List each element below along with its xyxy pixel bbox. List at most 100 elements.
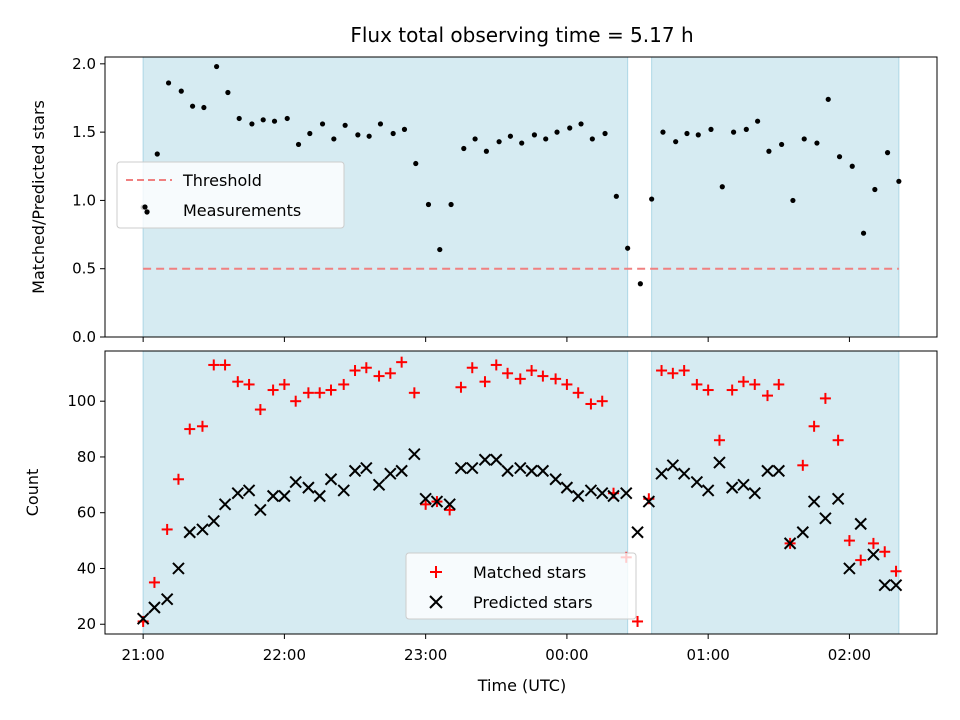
matched-star-point xyxy=(797,459,809,471)
predicted-star-point xyxy=(666,459,680,472)
matched-star-point xyxy=(691,378,703,390)
predicted-star-point xyxy=(748,486,761,500)
predicted-star-point xyxy=(266,489,280,503)
predicted-star-point xyxy=(796,526,810,539)
shaded-interval xyxy=(651,56,900,338)
predicted-star-point xyxy=(360,461,373,475)
predicted-star-point xyxy=(655,467,668,480)
y-tick-label: 0.0 xyxy=(72,328,96,346)
measurement-point xyxy=(483,148,489,154)
x-tick-label: 01:00 xyxy=(687,646,730,664)
measurement-point xyxy=(884,150,891,156)
top-panel: 0.00.51.01.52.0 Matched/Predicted stars … xyxy=(29,55,938,346)
measurement-point xyxy=(814,140,820,146)
matched-star-point xyxy=(208,359,220,371)
y-tick-label: 80 xyxy=(77,448,96,466)
predicted-star-point xyxy=(148,601,161,614)
measurement-point xyxy=(295,141,302,148)
top-y-axis-label: Matched/Predicted stars xyxy=(29,100,48,294)
measurement-point xyxy=(613,193,619,199)
matched-star-point xyxy=(890,565,902,577)
x-tick-label: 02:00 xyxy=(828,646,871,664)
matched-star-point xyxy=(749,378,761,390)
top-shaded-intervals xyxy=(142,56,900,338)
measurement-point xyxy=(849,163,855,169)
predicted-star-point xyxy=(136,612,150,625)
matched-star-point xyxy=(420,498,432,510)
predicted-star-point xyxy=(490,453,503,466)
top-legend: Threshold Measurements xyxy=(116,161,345,229)
measurement-point xyxy=(801,136,807,142)
matched-star-point xyxy=(843,535,855,547)
matched-star-point xyxy=(290,395,302,407)
matched-star-point xyxy=(302,387,314,399)
measurement-point xyxy=(730,129,737,135)
predicted-star-point xyxy=(183,526,196,539)
measurement-point xyxy=(625,245,631,251)
matched-star-point xyxy=(667,367,679,379)
y-tick-label: 20 xyxy=(77,615,96,633)
measurement-point xyxy=(448,201,454,208)
matched-star-point xyxy=(596,395,608,407)
y-tick-label: 100 xyxy=(67,392,96,410)
matched-star-point xyxy=(726,384,738,396)
measurement-point xyxy=(342,122,348,128)
star-count-points xyxy=(136,356,903,627)
measurement-point xyxy=(201,104,207,111)
predicted-star-point xyxy=(408,447,421,461)
measurement-point xyxy=(543,136,549,142)
measurement-point xyxy=(401,126,408,132)
predicted-star-point xyxy=(207,514,220,528)
matched-star-point xyxy=(148,576,160,588)
measurement-point xyxy=(154,151,160,157)
measurement-point xyxy=(766,148,772,154)
predicted-star-point xyxy=(572,489,585,503)
matched-star-point xyxy=(254,404,266,416)
bottom-x-axis: 21:00 22:00 23:00 00:00 01:00 02:00 xyxy=(122,634,871,664)
predicted-star-point xyxy=(337,484,350,497)
measurement-point xyxy=(165,80,172,86)
predicted-star-point xyxy=(478,453,492,466)
measurement-point xyxy=(719,184,725,190)
legend-measurements-swatch-2 xyxy=(144,209,150,215)
predicted-star-point xyxy=(242,484,256,497)
matched-star-point xyxy=(455,381,467,393)
matched-star-point xyxy=(879,546,891,558)
matched-star-point xyxy=(514,373,526,385)
measurement-point xyxy=(377,121,384,127)
measurement-point xyxy=(790,197,796,204)
x-tick-label: 23:00 xyxy=(404,646,447,664)
predicted-star-point xyxy=(713,456,726,469)
x-tick-label: 00:00 xyxy=(545,646,588,664)
matched-star-point xyxy=(537,370,549,382)
measurement-point xyxy=(578,121,584,127)
predicted-star-point xyxy=(854,517,867,531)
measurement-point xyxy=(673,139,679,145)
bottom-shaded-intervals xyxy=(142,350,900,635)
matched-star-point xyxy=(184,423,196,435)
bottom-legend-box xyxy=(405,552,637,620)
shaded-interval xyxy=(651,350,900,635)
matched-star-point xyxy=(172,473,184,485)
predicted-star-point xyxy=(278,489,291,503)
matched-star-point xyxy=(325,384,337,396)
x-tick-label: 22:00 xyxy=(263,646,306,664)
predicted-star-point xyxy=(289,475,302,489)
matched-star-point xyxy=(243,378,255,390)
measurement-point xyxy=(860,230,867,236)
predicted-star-point xyxy=(218,498,232,511)
measurement-point xyxy=(178,88,184,94)
legend-matched-label: Matched stars xyxy=(473,563,586,582)
matched-star-point xyxy=(808,420,820,432)
measurement-point xyxy=(213,63,220,70)
matched-star-point xyxy=(161,523,173,535)
y-tick-label: 40 xyxy=(77,559,96,577)
measurement-point xyxy=(755,118,761,124)
measurement-point xyxy=(836,154,843,160)
matched-star-point xyxy=(267,384,279,396)
y-tick-label: 1.0 xyxy=(72,191,96,209)
matched-star-point xyxy=(444,504,456,516)
matched-star-point xyxy=(561,378,573,390)
measurement-point xyxy=(413,160,419,167)
predicted-star-point xyxy=(560,481,574,494)
